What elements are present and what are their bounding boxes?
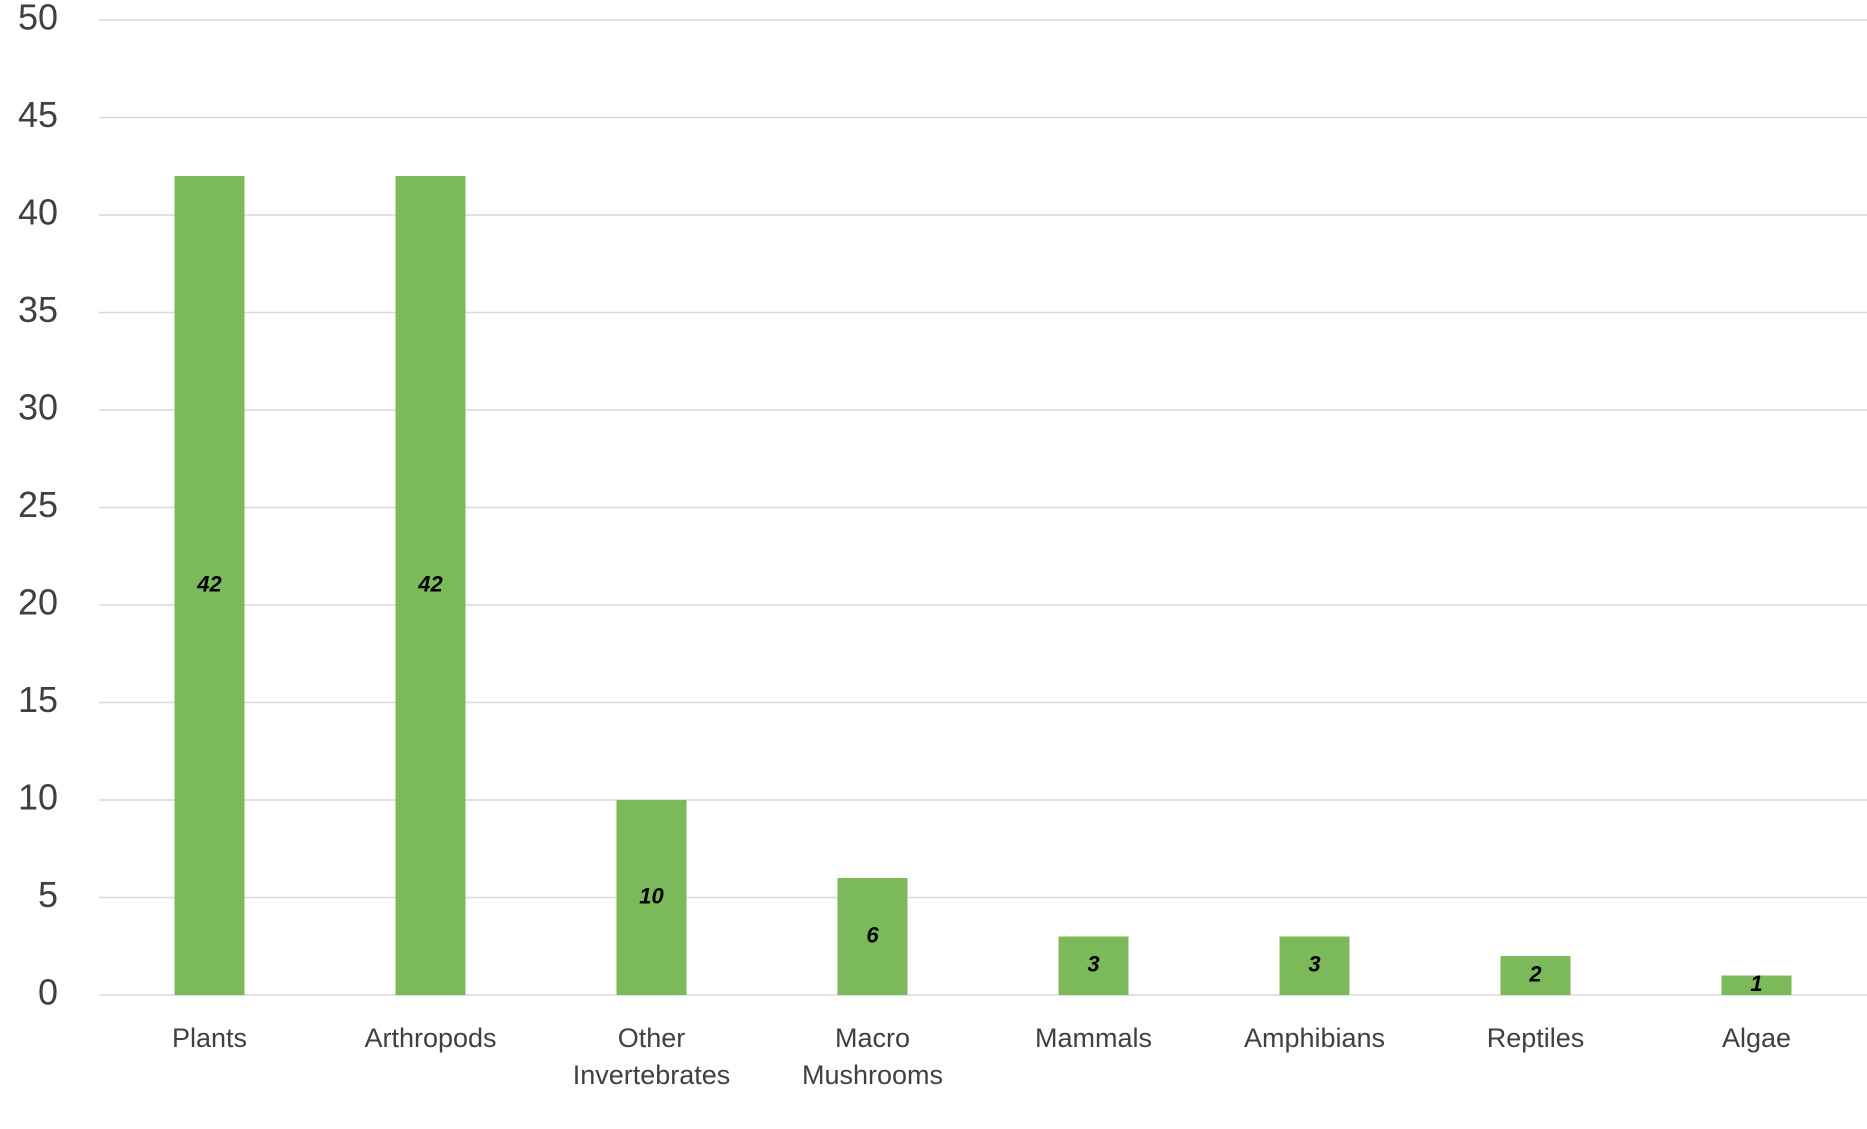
x-tick-label: Other Invertebrates bbox=[572, 1023, 731, 1090]
value-label: 3 bbox=[1308, 952, 1320, 977]
bar bbox=[837, 878, 908, 995]
bar bbox=[616, 800, 687, 995]
value-label: 2 bbox=[1528, 961, 1542, 986]
y-tick-label: 20 bbox=[18, 582, 58, 623]
x-tick-label: Macro Mushrooms bbox=[801, 1023, 944, 1090]
y-tick-label: 15 bbox=[18, 679, 58, 720]
x-tick-label: Arthropods bbox=[364, 1023, 497, 1053]
y-tick-label: 40 bbox=[18, 192, 58, 233]
bar bbox=[1058, 936, 1129, 995]
value-label: 42 bbox=[417, 571, 443, 596]
y-tick-label: 45 bbox=[18, 94, 58, 135]
value-label: 1 bbox=[1750, 971, 1762, 996]
value-label: 3 bbox=[1087, 952, 1099, 977]
y-tick-label: 0 bbox=[38, 972, 58, 1013]
value-label: 6 bbox=[866, 922, 879, 947]
y-tick-label: 30 bbox=[18, 387, 58, 428]
x-tick-label: Plants bbox=[171, 1023, 248, 1053]
bar bbox=[1721, 975, 1792, 995]
x-tick-label: Reptiles bbox=[1486, 1023, 1585, 1053]
y-tick-label: 10 bbox=[18, 777, 58, 818]
value-label: 42 bbox=[196, 571, 222, 596]
y-tick-label: 35 bbox=[18, 289, 58, 330]
y-tick-label: 50 bbox=[18, 0, 58, 38]
y-tick-label: 5 bbox=[38, 874, 58, 915]
bar bbox=[174, 176, 245, 995]
bar bbox=[395, 176, 466, 995]
x-tick-label: Mammals bbox=[1034, 1023, 1152, 1053]
bar bbox=[1500, 956, 1571, 995]
value-label: 10 bbox=[639, 883, 664, 908]
x-tick-label: Algae bbox=[1721, 1023, 1792, 1053]
bar bbox=[1279, 936, 1350, 995]
x-tick-label: Amphibians bbox=[1243, 1023, 1386, 1053]
y-tick-label: 25 bbox=[18, 484, 58, 525]
